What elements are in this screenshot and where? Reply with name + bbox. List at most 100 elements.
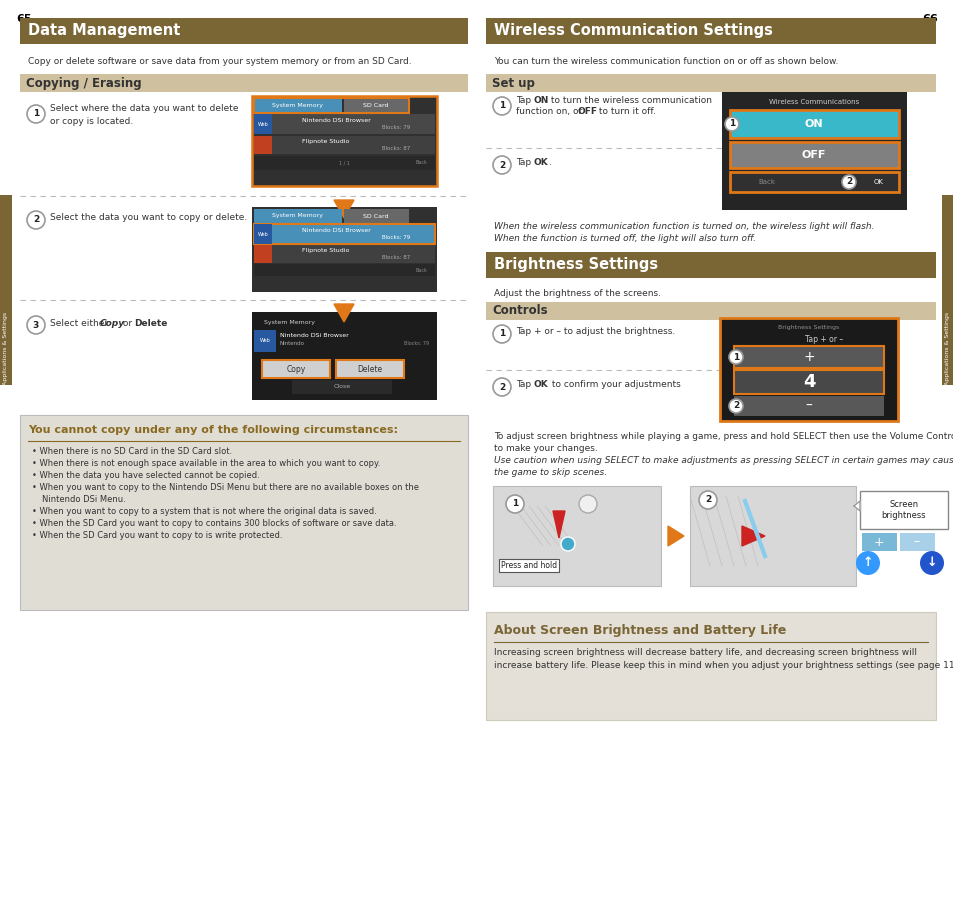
Text: Controls: Controls (492, 304, 547, 318)
Circle shape (493, 378, 511, 396)
Bar (485, 74, 935, 92)
Text: to turn it off.: to turn it off. (596, 107, 655, 116)
Text: 66: 66 (922, 14, 937, 24)
Circle shape (27, 316, 45, 334)
Bar (720, 318, 897, 421)
Bar (720, 318, 897, 421)
Text: Blocks: 79: Blocks: 79 (381, 125, 410, 130)
Bar (253, 114, 272, 134)
Text: 1: 1 (732, 353, 739, 362)
Bar (344, 98, 409, 113)
Text: Copying / Erasing: Copying / Erasing (26, 77, 141, 89)
Bar (733, 346, 883, 368)
Bar (899, 533, 934, 551)
Text: to confirm your adjustments: to confirm your adjustments (548, 380, 680, 389)
Circle shape (578, 495, 597, 513)
Circle shape (493, 156, 511, 174)
Bar (729, 142, 898, 168)
Text: Web: Web (257, 231, 268, 237)
Circle shape (560, 537, 575, 551)
Text: Use caution when using SELECT to make adjustments as pressing SELECT in certain : Use caution when using SELECT to make ad… (494, 456, 953, 465)
Text: 2: 2 (498, 160, 504, 169)
Text: 2: 2 (498, 383, 504, 392)
Text: Select where the data you want to delete
or copy is located.: Select where the data you want to delete… (50, 104, 238, 126)
Circle shape (728, 350, 742, 364)
Text: Nintendo DSi Browser: Nintendo DSi Browser (302, 118, 371, 123)
Bar (485, 18, 935, 44)
Bar (733, 346, 883, 368)
Bar (941, 195, 953, 385)
Text: • When you want to copy to a system that is not where the original data is saved: • When you want to copy to a system that… (32, 507, 376, 516)
Text: Applications & Settings: Applications & Settings (4, 312, 9, 385)
Bar (253, 98, 341, 113)
Circle shape (855, 551, 879, 575)
Text: 1: 1 (512, 499, 517, 508)
Text: Tap: Tap (516, 96, 534, 105)
Bar (253, 245, 272, 263)
Text: SD Card: SD Card (363, 103, 388, 108)
Text: • When the data you have selected cannot be copied.: • When the data you have selected cannot… (32, 471, 259, 480)
Text: +: + (873, 536, 883, 548)
Circle shape (919, 551, 943, 575)
Text: Nintendo: Nintendo (280, 341, 305, 346)
Bar (253, 245, 435, 263)
Text: 2: 2 (704, 496, 710, 505)
Bar (262, 360, 330, 378)
Bar (729, 110, 898, 138)
Text: Tap: Tap (516, 380, 534, 389)
Bar (335, 360, 403, 378)
Text: 65: 65 (16, 14, 31, 24)
Bar (253, 136, 435, 154)
Bar (20, 18, 468, 44)
Text: Tap: Tap (516, 158, 534, 167)
Text: Select the data you want to copy or delete.: Select the data you want to copy or dele… (50, 213, 247, 222)
Text: ↓: ↓ (925, 557, 936, 569)
Text: Delete: Delete (133, 319, 167, 328)
Text: SD Card: SD Card (363, 213, 388, 219)
Text: When the wireless communication function is turned on, the wireless light will f: When the wireless communication function… (494, 222, 874, 231)
Text: Nintendo DSi Browser: Nintendo DSi Browser (280, 333, 349, 338)
Polygon shape (853, 501, 859, 511)
Text: Back: Back (758, 179, 775, 185)
Text: –: – (913, 536, 919, 548)
Text: OFF: OFF (578, 107, 598, 116)
Circle shape (724, 117, 739, 131)
Text: 1: 1 (728, 119, 735, 128)
Circle shape (493, 325, 511, 343)
Text: Delete: Delete (357, 364, 382, 374)
Text: OFF: OFF (801, 150, 825, 160)
Text: Back: Back (415, 160, 427, 166)
Text: Flipnote Studio: Flipnote Studio (302, 248, 349, 253)
Circle shape (27, 211, 45, 229)
Text: • When you want to copy to the Nintendo DSi Menu but there are no available boxe: • When you want to copy to the Nintendo … (32, 483, 418, 492)
Bar (20, 74, 468, 92)
Text: Blocks: 79: Blocks: 79 (381, 235, 410, 240)
Text: Flipnote Studio: Flipnote Studio (302, 139, 349, 144)
Text: 1 / 1: 1 / 1 (338, 160, 349, 166)
Bar (733, 370, 883, 394)
Circle shape (505, 495, 523, 513)
Text: To adjust screen brightness while playing a game, press and hold SELECT then use: To adjust screen brightness while playin… (494, 432, 953, 441)
Text: OK: OK (873, 179, 883, 185)
Text: When the function is turned off, the light will also turn off.: When the function is turned off, the lig… (494, 234, 755, 243)
Text: Tap + or –: Tap + or – (804, 335, 842, 344)
Text: ON: ON (803, 119, 822, 129)
Text: Screen
brightness: Screen brightness (881, 500, 925, 520)
Bar (252, 96, 436, 186)
Text: 2: 2 (32, 216, 39, 224)
Text: Close: Close (334, 384, 350, 390)
Bar (485, 302, 935, 320)
Bar (485, 252, 935, 278)
Circle shape (728, 399, 742, 413)
Bar (20, 415, 468, 610)
Text: ON: ON (534, 96, 549, 105)
Text: Copy or delete software or save data from your system memory or from an SD Card.: Copy or delete software or save data fro… (28, 57, 411, 66)
Bar (729, 172, 898, 192)
Text: increase battery life. Please keep this in mind when you adjust your brightness : increase battery life. Please keep this … (494, 661, 953, 670)
Text: OK: OK (534, 158, 548, 167)
Text: Nintendo DSi Menu.: Nintendo DSi Menu. (42, 495, 126, 504)
Bar (253, 264, 435, 276)
Bar (253, 330, 275, 352)
Circle shape (493, 97, 511, 115)
Polygon shape (334, 200, 354, 218)
